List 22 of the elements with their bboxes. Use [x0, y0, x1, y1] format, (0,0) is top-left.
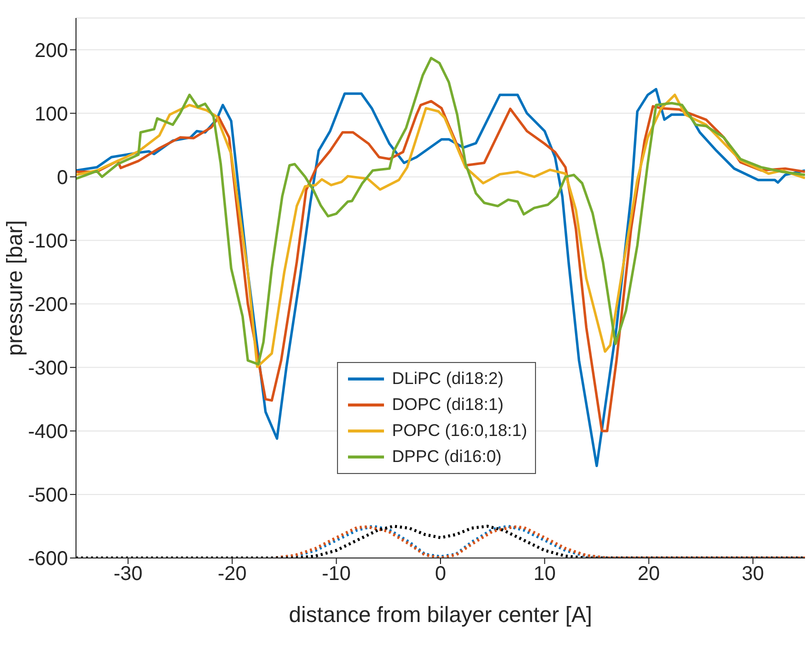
legend-label: POPC (16:0,18:1): [392, 420, 528, 442]
y-tick-label: -600: [28, 548, 68, 570]
y-axis-title: pressure [bar]: [2, 220, 27, 356]
y-tick-label: -400: [28, 421, 68, 444]
y-tick-label: 100: [34, 103, 68, 126]
x-tick-label: 0: [434, 563, 446, 586]
y-tick-label: -200: [28, 294, 68, 316]
y-tick-label: -300: [28, 358, 68, 380]
x-tick-label: 10: [534, 563, 556, 586]
legend-label: DLiPC (di18:2): [392, 368, 504, 390]
y-tick-label: -500: [28, 484, 68, 507]
x-axis-title: distance from bilayer center [A]: [288, 602, 592, 627]
legend-label: DPPC (di16:0): [392, 446, 502, 468]
y-tick-label: 200: [34, 40, 68, 62]
legend-label: DOPC (di18:1): [392, 394, 504, 416]
x-tick-label: 20: [638, 563, 660, 586]
y-tick-label: 0: [56, 166, 68, 189]
x-tick-label: -10: [322, 563, 351, 586]
y-tick-label: -100: [28, 230, 68, 252]
x-tick-label: -20: [218, 563, 247, 586]
x-tick-label: 30: [742, 563, 764, 586]
x-tick-label: -30: [114, 563, 143, 586]
